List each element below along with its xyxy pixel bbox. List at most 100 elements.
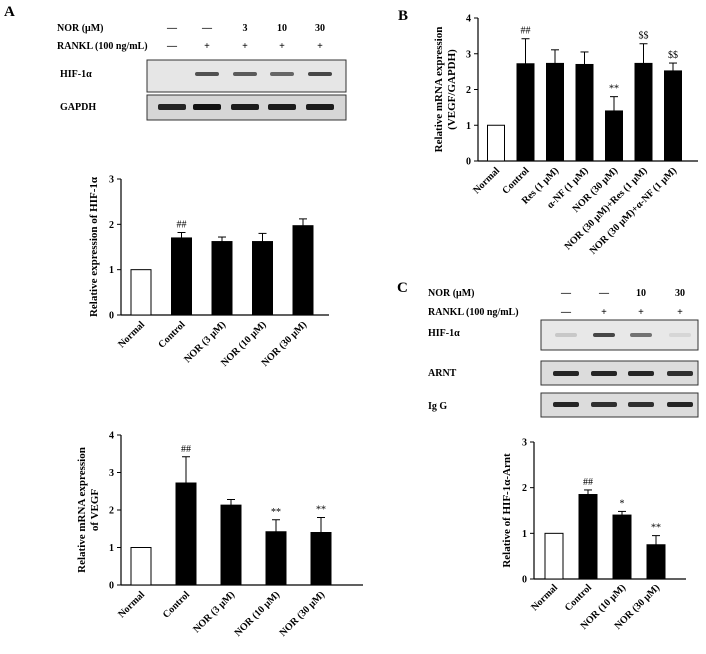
blot-band xyxy=(628,402,654,407)
y-tick-label: 1 xyxy=(466,121,471,132)
y-tick-label: 1 xyxy=(109,265,114,276)
western-blot-c: NOR (μM) RANKL (100 ng/mL) — — 10 30 — + + + HI… xyxy=(428,288,699,418)
western-blot-a: NOR (μM) RANKL (100 ng/mL) — —3 10 30— + + + + … xyxy=(57,23,347,121)
wb-c-hif-label: HIF-1α xyxy=(428,328,460,339)
significance-label: ** xyxy=(609,84,619,95)
wb-c-rankl-label: RANKL (100 ng/mL) xyxy=(428,307,519,318)
y-tick-label: 1 xyxy=(522,529,527,540)
wb-c-nor-value: — xyxy=(560,288,572,299)
wb-a-nor-value: — xyxy=(201,23,213,34)
x-tick-label: Control xyxy=(156,319,187,350)
bar xyxy=(175,482,197,586)
wb-a-rankl-value: + xyxy=(317,41,323,52)
x-tick-label: Normal xyxy=(529,582,560,613)
wb-c-igg-label: Ig G xyxy=(428,401,447,412)
wb-c-rankl-value: + xyxy=(638,307,644,318)
blot-band xyxy=(268,104,296,110)
bar xyxy=(578,494,598,580)
wb-a-hif-label: HIF-1α xyxy=(60,69,92,80)
blot-band xyxy=(591,371,617,376)
significance-label: ## xyxy=(177,219,187,230)
blot-band xyxy=(308,72,332,76)
blot-band xyxy=(667,371,693,376)
significance-label: $$ xyxy=(668,50,678,61)
y-tick-label: 2 xyxy=(466,85,471,96)
x-tick-label: NOR (10 μM) xyxy=(233,589,282,638)
significance-label: ## xyxy=(181,444,191,455)
blot-band xyxy=(593,333,615,337)
wb-c-rankl-value: + xyxy=(601,307,607,318)
bar xyxy=(292,225,314,316)
significance-label: ## xyxy=(521,26,531,37)
blot-band xyxy=(555,333,577,337)
x-tick-label: Control xyxy=(563,582,594,613)
bar xyxy=(612,514,632,580)
wb-c-nor-value: — xyxy=(598,288,610,299)
chart-hif1a-arnt: 0 1 2 3 Relative of HIF-1α-Arnt Normal ## Contr… xyxy=(501,438,686,632)
y-tick-label: 3 xyxy=(522,438,527,449)
blot-band xyxy=(628,371,654,376)
x-tick-label: Normal xyxy=(116,589,147,620)
wb-a-nor-value: — xyxy=(166,23,178,34)
bar xyxy=(516,63,535,162)
y-axis-label: Relative of HIF-1α-Arnt xyxy=(501,453,513,568)
blot-band xyxy=(669,333,691,337)
wb-c-nor-value: 30 xyxy=(675,288,685,299)
blot-band xyxy=(193,104,221,110)
y-tick-label: 4 xyxy=(109,431,114,442)
wb-c-arnt-label: ARNT xyxy=(428,368,457,379)
bar xyxy=(546,62,564,162)
significance-label: ** xyxy=(316,505,326,516)
bar xyxy=(605,110,623,162)
bar xyxy=(211,241,233,316)
blot-band xyxy=(231,104,259,110)
bar xyxy=(171,237,192,316)
wb-a-gapdh-label: GAPDH xyxy=(60,102,96,113)
x-tick-label: NOR (30 μM) xyxy=(278,589,327,638)
x-tick-label: NOR (3 μM) xyxy=(191,589,237,635)
y-tick-label: 4 xyxy=(466,14,471,25)
blot-band xyxy=(233,72,257,76)
significance-label: * xyxy=(620,498,625,509)
wb-c-nor-value: 10 xyxy=(636,288,646,299)
wb-a-rankl-value: + xyxy=(242,41,248,52)
bar xyxy=(664,70,682,162)
y-axis-label: Relative mRNA expressionof VEGF xyxy=(76,447,101,573)
y-tick-label: 0 xyxy=(109,581,114,592)
bar xyxy=(544,532,564,580)
bar xyxy=(130,269,152,316)
significance-label: ** xyxy=(651,523,661,534)
y-tick-label: 0 xyxy=(466,157,471,168)
bar xyxy=(310,532,332,586)
blot-band xyxy=(306,104,334,110)
blot-band xyxy=(667,402,693,407)
bar xyxy=(646,544,666,580)
panel-letter-c: C xyxy=(397,280,408,296)
blot-band xyxy=(270,72,294,76)
x-tick-label: Normal xyxy=(471,165,502,196)
bar xyxy=(575,63,594,162)
chart-vegf-mrna: 0 1 2 3 4 Relative mRNA expressionof VEGF Norm… xyxy=(76,431,363,639)
wb-a-rankl-value: — xyxy=(166,41,178,52)
y-tick-label: 2 xyxy=(109,506,114,517)
bar xyxy=(265,531,287,586)
y-axis-label: Relative expression of HIF-1α xyxy=(88,176,100,317)
y-tick-label: 0 xyxy=(522,575,527,586)
wb-a-nor-value: 3 xyxy=(243,23,248,34)
y-tick-label: 1 xyxy=(109,543,114,554)
blot-band xyxy=(591,402,617,407)
blot-band xyxy=(158,104,186,110)
y-tick-label: 2 xyxy=(109,220,114,231)
y-tick-label: 0 xyxy=(109,311,114,322)
blot-band xyxy=(553,371,579,376)
wb-a-nor-value: 10 xyxy=(277,23,287,34)
blot-band xyxy=(630,333,652,337)
bar xyxy=(252,241,273,316)
wb-c-rankl-value: — xyxy=(560,307,572,318)
significance-label: ** xyxy=(271,507,281,518)
wb-a-rankl-value: + xyxy=(279,41,285,52)
x-tick-label: Control xyxy=(161,589,192,620)
bar xyxy=(487,124,505,162)
y-tick-label: 3 xyxy=(109,175,114,186)
